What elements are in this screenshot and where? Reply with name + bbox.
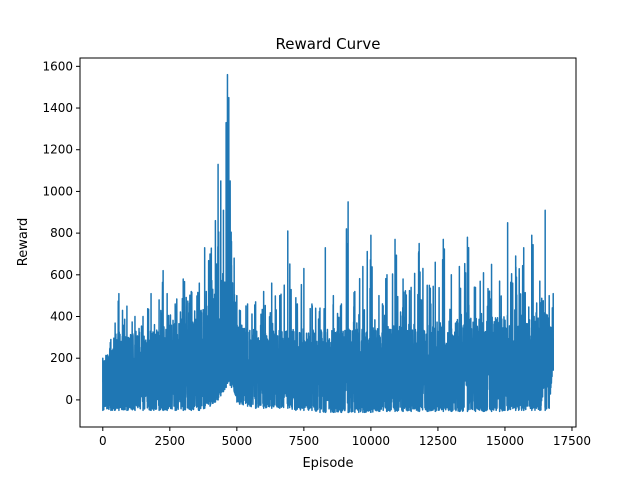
y-axis-ticks: 0 200 400 600 800 1000 1200 1400 1600 xyxy=(42,59,80,407)
x-tick-label: 7500 xyxy=(289,434,320,448)
y-axis-label: Reward xyxy=(16,218,31,266)
x-axis-label: Episode xyxy=(302,456,353,471)
y-tick-label: 1000 xyxy=(42,184,73,198)
y-tick-label: 1400 xyxy=(42,101,73,115)
y-tick-label: 600 xyxy=(50,268,73,282)
y-tick-label: 0 xyxy=(65,393,73,407)
y-tick-label: 400 xyxy=(50,310,73,324)
plot-area xyxy=(79,57,577,428)
x-tick-label: 0 xyxy=(99,434,107,448)
x-tick-label: 5000 xyxy=(222,434,253,448)
x-tick-label: 2500 xyxy=(155,434,186,448)
x-tick-label: 15000 xyxy=(486,434,524,448)
x-tick-label: 12500 xyxy=(419,434,457,448)
y-tick-label: 1600 xyxy=(42,59,73,73)
chart-title: Reward Curve xyxy=(276,35,381,53)
x-tick-label: 17500 xyxy=(553,434,591,448)
y-tick-label: 200 xyxy=(50,351,73,365)
y-tick-label: 800 xyxy=(50,226,73,240)
x-axis-ticks: 0 2500 5000 7500 10000 12500 15000 17500 xyxy=(99,427,591,448)
y-tick-label: 1200 xyxy=(42,143,73,157)
reward-series-layer xyxy=(102,73,555,414)
reward-series-line xyxy=(102,73,555,414)
x-tick-label: 10000 xyxy=(352,434,390,448)
